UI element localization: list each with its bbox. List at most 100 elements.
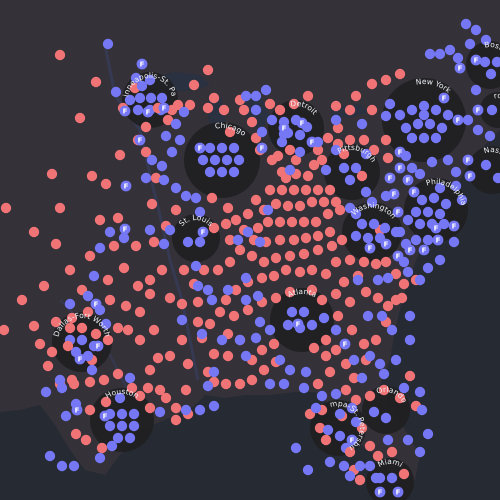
red-dot [370, 258, 382, 270]
f-marker-label: F [406, 177, 411, 185]
red-dot [118, 262, 130, 274]
f-marker-label: F [468, 173, 473, 181]
blue-dot [330, 324, 342, 336]
metro-blue-dot [374, 472, 386, 484]
red-dot [250, 194, 262, 206]
red-dot [100, 396, 112, 408]
f-marker-label: F [442, 95, 447, 103]
f-marker-label: F [94, 301, 99, 309]
red-dot [28, 320, 40, 332]
red-dot [208, 222, 220, 234]
red-dot [302, 170, 314, 182]
metro-red-dot [320, 434, 332, 446]
metro-blue-dot [356, 218, 368, 230]
red-dot [364, 390, 376, 402]
blue-dot [426, 156, 438, 168]
red-dot [308, 342, 320, 354]
f-marker-label: F [398, 165, 403, 173]
red-dot [94, 214, 106, 226]
blue-dot [176, 314, 188, 326]
blue-dot [300, 366, 312, 378]
blue-dot [348, 354, 360, 366]
metro-blue-dot [334, 430, 346, 442]
red-dot [306, 284, 318, 296]
metro-blue-dot [428, 192, 440, 204]
f-marker-icon [408, 186, 420, 198]
red-dot [306, 264, 318, 276]
red-dot [184, 99, 196, 111]
blue-dot [422, 262, 434, 274]
f-marker-label: F [124, 183, 129, 191]
blue-dot [404, 334, 416, 346]
red-dot [264, 184, 276, 196]
metro-blue-dot [221, 154, 233, 166]
red-dot [382, 152, 394, 164]
metro-blue-dot [194, 236, 206, 248]
red-dot [188, 79, 200, 91]
blue-dot [250, 332, 262, 344]
metro-blue-dot [492, 172, 500, 184]
red-dot [256, 344, 268, 356]
blue-dot [68, 460, 80, 472]
blue-dot [264, 324, 276, 336]
blue-dot [434, 48, 446, 60]
f-marker-label: F [436, 237, 441, 245]
blue-dot [146, 154, 158, 166]
blue-dot [140, 172, 152, 184]
red-dot [340, 358, 352, 370]
red-dot [314, 422, 326, 434]
red-dot [322, 132, 334, 144]
blue-dot [240, 90, 252, 102]
metro-blue-dot [286, 306, 298, 318]
red-dot [390, 268, 402, 280]
blue-dot [294, 146, 306, 158]
metro-blue-dot [216, 166, 228, 178]
metro-blue-dot [228, 142, 240, 154]
red-dot [180, 384, 192, 396]
blue-dot [252, 290, 264, 302]
red-dot [338, 148, 350, 160]
blue-dot [320, 164, 332, 176]
f-marker-icon [339, 338, 351, 350]
metro-blue-dot [362, 232, 374, 244]
red-dot [310, 216, 322, 228]
blue-dot [44, 450, 56, 462]
metro-blue-dot [486, 104, 498, 116]
red-dot [316, 154, 328, 166]
red-dot [126, 382, 138, 394]
red-dot [146, 198, 158, 210]
blue-dot [406, 162, 418, 174]
red-dot [288, 184, 300, 196]
blue-dot [106, 440, 118, 452]
blue-dot [324, 456, 336, 468]
blue-dot [364, 460, 376, 472]
blue-dot [180, 190, 192, 202]
red-dot [86, 170, 98, 182]
f-marker-label: F [412, 189, 417, 197]
blue-dot [256, 126, 268, 138]
f-marker-label: F [398, 149, 403, 157]
blue-dot [330, 114, 342, 126]
red-dot [148, 236, 160, 248]
red-dot [380, 134, 392, 146]
f-marker-icon [384, 172, 396, 184]
red-dot [148, 324, 160, 336]
blue-dot [102, 38, 114, 50]
blue-dot [88, 270, 100, 282]
blue-dot [380, 110, 392, 122]
f-marker-label: F [408, 247, 413, 255]
red-dot [258, 256, 270, 268]
blue-dot [274, 354, 286, 366]
metro-label-text: St. Louis [177, 213, 215, 228]
red-dot [114, 149, 126, 161]
red-dot [50, 316, 62, 328]
f-marker-icon [432, 234, 444, 246]
f-marker-label: F [388, 175, 393, 183]
f-marker-label: F [392, 191, 397, 199]
blue-dot [250, 104, 262, 116]
metro-blue-dot [436, 122, 448, 134]
metro-blue-dot [400, 122, 412, 134]
blue-dot [462, 114, 474, 126]
f-marker-icon [71, 404, 83, 416]
red-dot [338, 276, 350, 288]
